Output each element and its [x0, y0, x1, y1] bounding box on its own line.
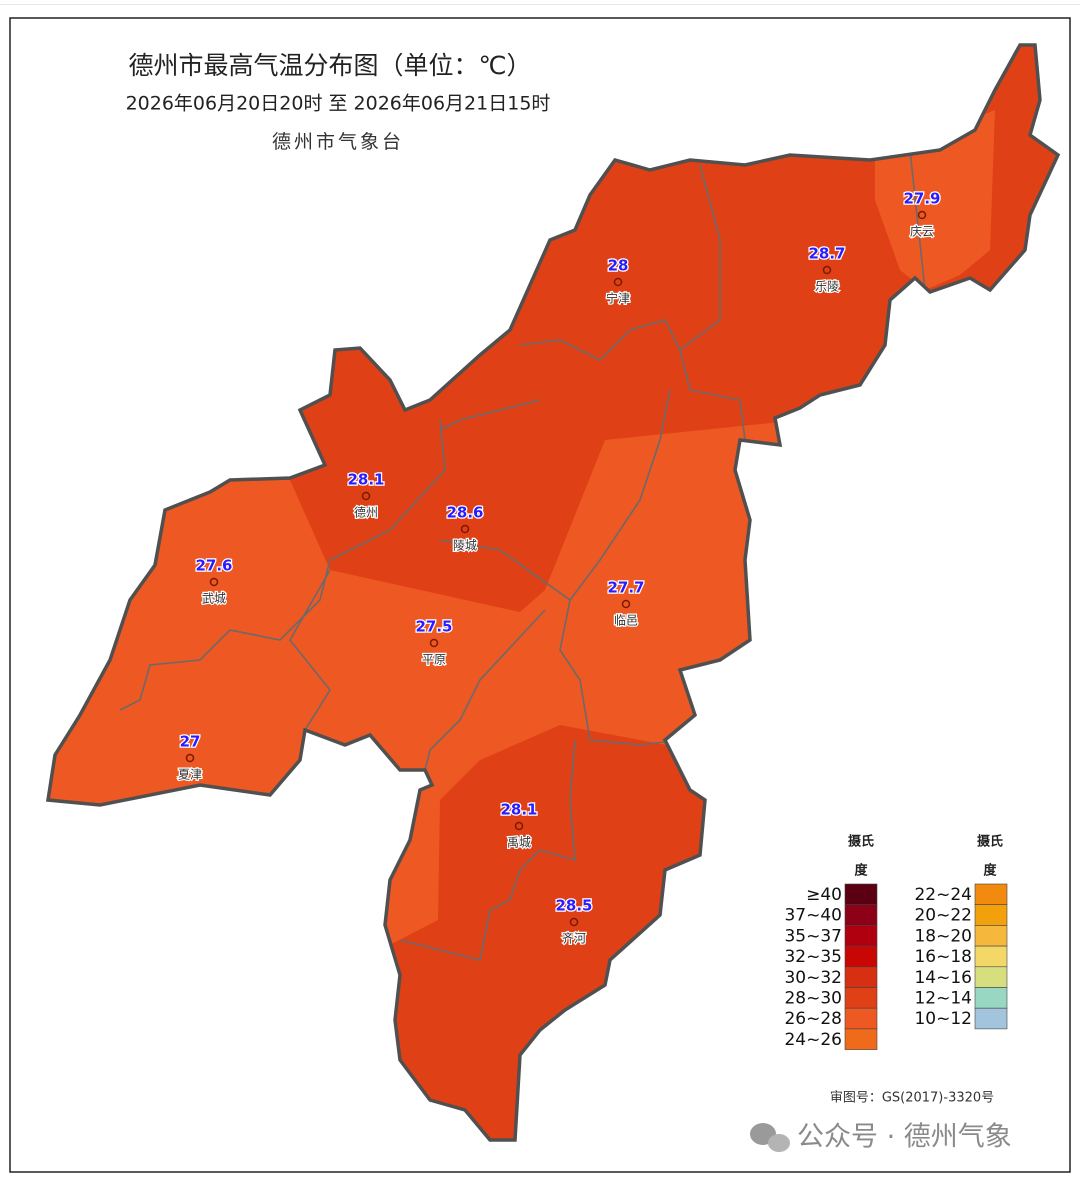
station-dot	[185, 753, 195, 763]
station-dot	[822, 265, 832, 275]
station-value: 28.7	[808, 245, 845, 263]
legend-swatch	[974, 945, 1008, 968]
legend-label: 35~37	[784, 926, 842, 946]
legend-swatch	[974, 966, 1008, 988]
frame	[9, 17, 1071, 1173]
legend-title: 摄氏	[977, 834, 1003, 850]
legend-label: 20~22	[914, 906, 972, 926]
legend-label: ≥40	[806, 885, 842, 905]
station-dot	[514, 821, 524, 831]
legend-swatch	[974, 1007, 1008, 1030]
legend-swatch	[974, 904, 1008, 926]
legend-swatch	[844, 1007, 878, 1030]
legend-swatch	[844, 904, 878, 926]
approval-number: 审图号：GS(2017)-3320号	[830, 1091, 994, 1106]
station-name: 陵城	[453, 539, 477, 553]
legend-swatch	[974, 883, 1008, 906]
station-value: 27.9	[903, 190, 940, 208]
legend-swatch	[844, 987, 878, 1009]
station-dot	[613, 277, 623, 287]
station-name: 齐河	[562, 931, 586, 946]
issuer: 德州市气象台	[272, 131, 404, 153]
wechat-icon	[750, 1123, 790, 1152]
station-name: 平原	[422, 653, 446, 667]
legend-label: 10~12	[914, 1009, 972, 1029]
station-dot	[569, 917, 579, 927]
legend-swatch	[844, 966, 878, 988]
legend-label: 16~18	[914, 947, 972, 967]
legend-label: 24~26	[784, 1030, 842, 1050]
station-name: 庆云	[910, 225, 934, 239]
stations: 27.9 庆云 28.7 乐陵 28 宁津 28.1 德州 28.6 陵城 27.6 武城 27.5 平原…	[177, 188, 942, 947]
legend-title: 度	[983, 863, 997, 879]
legend-swatch	[844, 883, 878, 906]
map-subtitle: 2026年06月20日20时 至 2026年06月21日15时	[126, 93, 551, 115]
legend-label: 14~16	[914, 968, 972, 988]
legend: 摄氏度 ≥4037~4035~3732~3530~3228~3026~2824~2…	[784, 834, 1008, 1050]
station-value: 28.5	[555, 897, 592, 915]
station-name: 夏津	[178, 768, 202, 782]
station-dot	[621, 599, 631, 609]
legend-label: 22~24	[914, 885, 972, 905]
station-dot	[917, 210, 927, 220]
legend-label: 18~20	[914, 926, 972, 946]
station-dot	[460, 524, 470, 534]
legend-swatch	[844, 1028, 878, 1050]
legend-label: 30~32	[784, 968, 842, 988]
top-rule	[0, 4, 1080, 5]
station-name: 宁津	[606, 291, 630, 306]
legend-label: 28~30	[784, 989, 842, 1009]
station-value: 27	[180, 733, 201, 751]
station-value: 28	[608, 257, 629, 275]
station-dot	[361, 491, 371, 501]
station-name: 禹城	[507, 836, 531, 850]
station-value: 27.6	[195, 557, 232, 575]
station-value: 28.1	[347, 471, 384, 489]
station-value: 27.7	[607, 579, 644, 597]
legend-title: 摄氏	[848, 834, 874, 850]
legend-label: 26~28	[784, 1009, 842, 1029]
legend-label: 12~14	[914, 989, 972, 1009]
watermark: 公众号 · 德州气象	[797, 1122, 1012, 1153]
station-dot	[429, 638, 439, 648]
station-value: 28.1	[500, 801, 537, 819]
station-name: 乐陵	[815, 280, 839, 294]
station-name: 德州	[354, 505, 378, 520]
map-title: 德州市最高气温分布图（单位：℃）	[128, 51, 531, 80]
legend-label: 32~35	[784, 947, 842, 967]
station-name: 武城	[202, 592, 226, 606]
station-value: 27.5	[415, 618, 452, 636]
legend-label: 37~40	[784, 906, 842, 926]
legend-swatch	[844, 925, 878, 947]
station-dot	[209, 577, 219, 587]
legend-swatch	[974, 987, 1008, 1009]
legend-swatch	[974, 925, 1008, 947]
station-value: 28.6	[446, 504, 483, 522]
legend-swatch	[844, 945, 878, 968]
legend-title: 度	[854, 863, 868, 879]
station-name: 临邑	[614, 614, 638, 628]
